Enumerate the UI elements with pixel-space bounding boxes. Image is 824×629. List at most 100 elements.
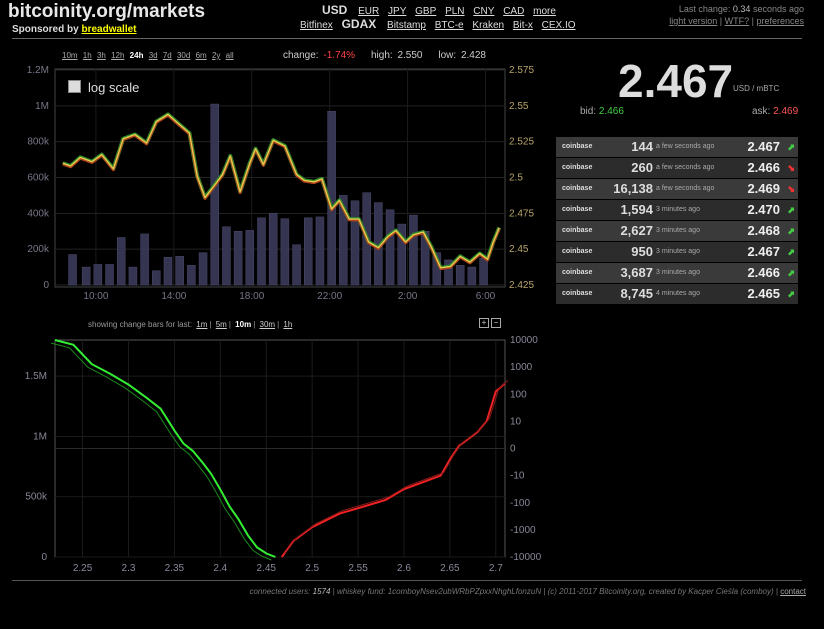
- connected-users-label: connected users:: [249, 587, 311, 596]
- preferences-link[interactable]: preferences: [756, 16, 804, 26]
- change-bars-10m[interactable]: 10m: [235, 320, 252, 329]
- right-axis-tick-label: 1000: [510, 362, 533, 373]
- trade-price: 2.466: [747, 160, 780, 175]
- time-range-selector: 10m 1h 3h 12h 24h 3d 7d 30d 6m 2y all: [62, 51, 237, 60]
- range-10m[interactable]: 10m: [62, 51, 78, 60]
- right-axis-tick-label: 2.575: [509, 65, 534, 76]
- volume-bar: [455, 265, 465, 286]
- left-axis-tick-label: 1.2M: [27, 65, 49, 76]
- volume-bar: [245, 230, 255, 286]
- volume-bar: [385, 209, 395, 286]
- change-bars-1h[interactable]: 1h: [283, 320, 293, 329]
- x-axis-tick-label: 10:00: [83, 291, 108, 302]
- price-line: [62, 113, 500, 269]
- currency-link-eur[interactable]: EUR: [358, 6, 380, 17]
- range-6m[interactable]: 6m: [195, 51, 207, 60]
- volume-bar: [444, 259, 453, 286]
- exchange-link-cexio[interactable]: CEX.IO: [541, 20, 576, 31]
- whiskey-fund-address[interactable]: 1comboyNsev2ubWRbPZpxxNhghLfonzuN: [387, 587, 542, 596]
- currency-link-jpy[interactable]: JPY: [388, 6, 407, 17]
- trade-row: coinbase 2,627 3 minutes ago 2.468 ⬈: [556, 221, 798, 241]
- exchange-link-kraken[interactable]: Kraken: [472, 20, 505, 31]
- trade-time: a few seconds ago: [656, 164, 715, 171]
- range-30d[interactable]: 30d: [176, 51, 191, 60]
- zoom-in-button[interactable]: +: [479, 318, 489, 328]
- change-bars-1m[interactable]: 1m: [196, 320, 208, 329]
- range-24h[interactable]: 24h: [129, 51, 144, 60]
- last-change-line: Last change: 0.34 seconds ago: [669, 3, 804, 15]
- x-axis-tick-label: 2.7: [489, 563, 503, 574]
- left-axis-tick-label: 1M: [33, 431, 47, 442]
- exchange-link-bitfinex[interactable]: Bitfinex: [300, 20, 333, 31]
- sponsor-line: Sponsored by breadwallet: [12, 24, 137, 35]
- volume-bar: [420, 231, 430, 286]
- range-all[interactable]: all: [225, 51, 234, 60]
- change-bars-30m[interactable]: 30m: [259, 320, 276, 329]
- trade-amount: 16,138: [613, 181, 653, 196]
- trade-amount: 8,745: [620, 286, 653, 301]
- contact-link[interactable]: contact: [780, 587, 806, 596]
- trade-price: 2.467: [747, 244, 780, 259]
- currency-link-gbp[interactable]: GBP: [415, 6, 437, 17]
- volume-bar: [280, 218, 290, 286]
- site-title[interactable]: bitcoinity.org/markets: [8, 1, 206, 22]
- log-scale-label: log scale: [88, 80, 140, 95]
- trade-amount: 950: [631, 244, 653, 259]
- exchange-link-bitx[interactable]: Bit-x: [512, 20, 533, 31]
- volume-bar: [303, 217, 313, 286]
- left-axis-tick-label: 0: [41, 552, 47, 563]
- left-axis-tick-label: 500k: [25, 492, 48, 503]
- trade-time: 3 minutes ago: [656, 206, 700, 213]
- depth-zoom-controls: + −: [479, 318, 503, 328]
- right-axis-tick-label: -10000: [510, 552, 542, 563]
- trade-price: 2.466: [747, 265, 780, 280]
- volume-bar: [175, 256, 184, 286]
- currency-link-cny[interactable]: CNY: [473, 6, 495, 17]
- volume-bar: [467, 266, 477, 286]
- change-bars-selector: showing change bars for last: 1m | 5m | 10…: [88, 320, 293, 329]
- right-axis-tick-label: 2.425: [509, 280, 534, 291]
- price-volume-chart[interactable]: 2.575 2.55 2.525 2.5 2.475 2.45 2.425 1.2M 1M 800…: [27, 65, 535, 302]
- change-bars-5m[interactable]: 5m: [215, 320, 227, 329]
- arrow-up-icon: ⬈: [787, 205, 795, 215]
- range-1h[interactable]: 1h: [82, 51, 92, 60]
- log-scale-checkbox[interactable]: [68, 80, 81, 93]
- wtf-link[interactable]: WTF?: [724, 16, 750, 26]
- last-change-info: Last change: 0.34 seconds ago light vers…: [669, 3, 804, 27]
- right-axis-tick-label: -1000: [510, 525, 536, 536]
- arrow-up-icon: ⬈: [787, 289, 795, 299]
- bid-label: bid:: [580, 106, 597, 117]
- range-7d[interactable]: 7d: [162, 51, 172, 60]
- currency-link-pln[interactable]: PLN: [445, 6, 465, 17]
- volume-bar: [81, 266, 91, 286]
- volume-bar: [116, 237, 126, 286]
- sponsor-link[interactable]: breadwallet: [81, 24, 137, 35]
- header-links: light version | WTF? | preferences: [669, 16, 804, 26]
- right-axis-tick-label: 10: [510, 416, 522, 427]
- currency-link-cad[interactable]: CAD: [503, 6, 525, 17]
- connected-users-value: 1574: [312, 587, 331, 596]
- range-12h[interactable]: 12h: [111, 51, 125, 60]
- trade-time: 3 minutes ago: [656, 269, 700, 276]
- range-3h[interactable]: 3h: [96, 51, 106, 60]
- left-axis-tick-label: 600k: [27, 173, 50, 184]
- change-label: change:: [283, 50, 319, 61]
- currency-link-more[interactable]: more: [533, 6, 556, 17]
- exchange-link-bitstamp[interactable]: Bitstamp: [387, 20, 426, 31]
- zoom-out-button[interactable]: −: [491, 318, 501, 328]
- change-bars-label: showing change bars for last:: [88, 320, 193, 329]
- exchange-link-btce[interactable]: BTC-e: [434, 20, 464, 31]
- volume-bar: [93, 264, 103, 286]
- left-axis-tick-label: 0: [43, 280, 49, 291]
- trade-price: 2.470: [747, 202, 780, 217]
- trade-exchange: coinbase: [562, 185, 593, 192]
- range-2y[interactable]: 2y: [211, 51, 221, 60]
- range-3d[interactable]: 3d: [148, 51, 158, 60]
- market-depth-chart[interactable]: 2.25 2.3 2.35 2.4 2.45 2.5 2.55 2.6 2.65 2.7 1.5M 1…: [25, 335, 542, 574]
- volume-bar: [479, 257, 488, 286]
- right-axis-tick-label: 2.45: [509, 244, 529, 255]
- light-version-link[interactable]: light version: [669, 16, 718, 26]
- volume-bar: [339, 195, 348, 286]
- trade-exchange: coinbase: [562, 290, 593, 297]
- trade-time: a few seconds ago: [656, 185, 715, 192]
